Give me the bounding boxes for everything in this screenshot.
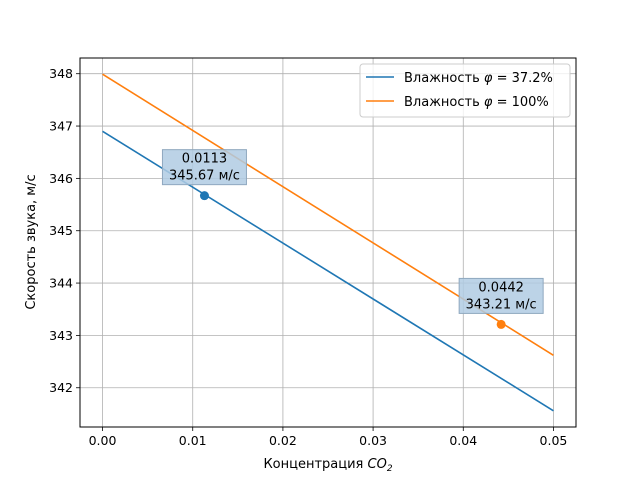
annotation-layer: 0.0113 345.67 м/с 0.0442 343.21 м/с <box>161 149 544 329</box>
annotation-point-2 <box>496 319 506 329</box>
y-tick-label: 344 <box>49 276 73 291</box>
plot-frame <box>79 57 577 428</box>
x-tick-label: 0.01 <box>179 433 207 448</box>
annotation-box-1 <box>161 149 247 186</box>
y-tick-label: 348 <box>49 66 73 81</box>
x-axis-label: Концентрация CO2 <box>263 457 392 474</box>
x-axis-label-main: Концентрация <box>263 457 367 472</box>
annotation-point-1 <box>199 191 209 201</box>
legend: Влажность φ = 37.2% Влажность φ = 100% <box>359 63 571 118</box>
annotation-x-value: 0.0113 <box>182 152 228 167</box>
legend-box <box>359 63 571 118</box>
x-tick-label: 0.03 <box>359 433 387 448</box>
y-tick-label: 345 <box>49 223 73 238</box>
y-tick-label: 343 <box>49 328 73 343</box>
x-axis-label-var: CO <box>368 457 387 472</box>
y-axis-label: Скорость звука, м/с <box>24 174 39 309</box>
annotation-box-2 <box>458 277 544 314</box>
y-tick-label: 347 <box>49 119 73 134</box>
legend-label-series-2: Влажность φ = 100% <box>404 95 549 110</box>
annotation-y-value: 343.21 м/с <box>466 297 537 312</box>
annotation-y-value: 345.67 м/с <box>169 169 240 184</box>
x-axis-ticks: 0.00 0.01 0.02 0.03 0.04 0.05 <box>89 427 568 448</box>
annotation-x-value: 0.0442 <box>478 280 524 295</box>
y-axis-ticks: 342 343 344 345 346 347 348 <box>49 66 80 395</box>
x-tick-label: 0.02 <box>269 433 297 448</box>
x-tick-label: 0.05 <box>540 433 568 448</box>
y-tick-label: 342 <box>49 380 73 395</box>
y-tick-label: 346 <box>49 171 73 186</box>
x-tick-label: 0.00 <box>89 433 117 448</box>
x-tick-label: 0.04 <box>449 433 477 448</box>
series-layer <box>102 73 554 412</box>
legend-label-series-1: Влажность φ = 37.2% <box>404 71 553 86</box>
x-axis-label-sub: 2 <box>387 464 393 474</box>
